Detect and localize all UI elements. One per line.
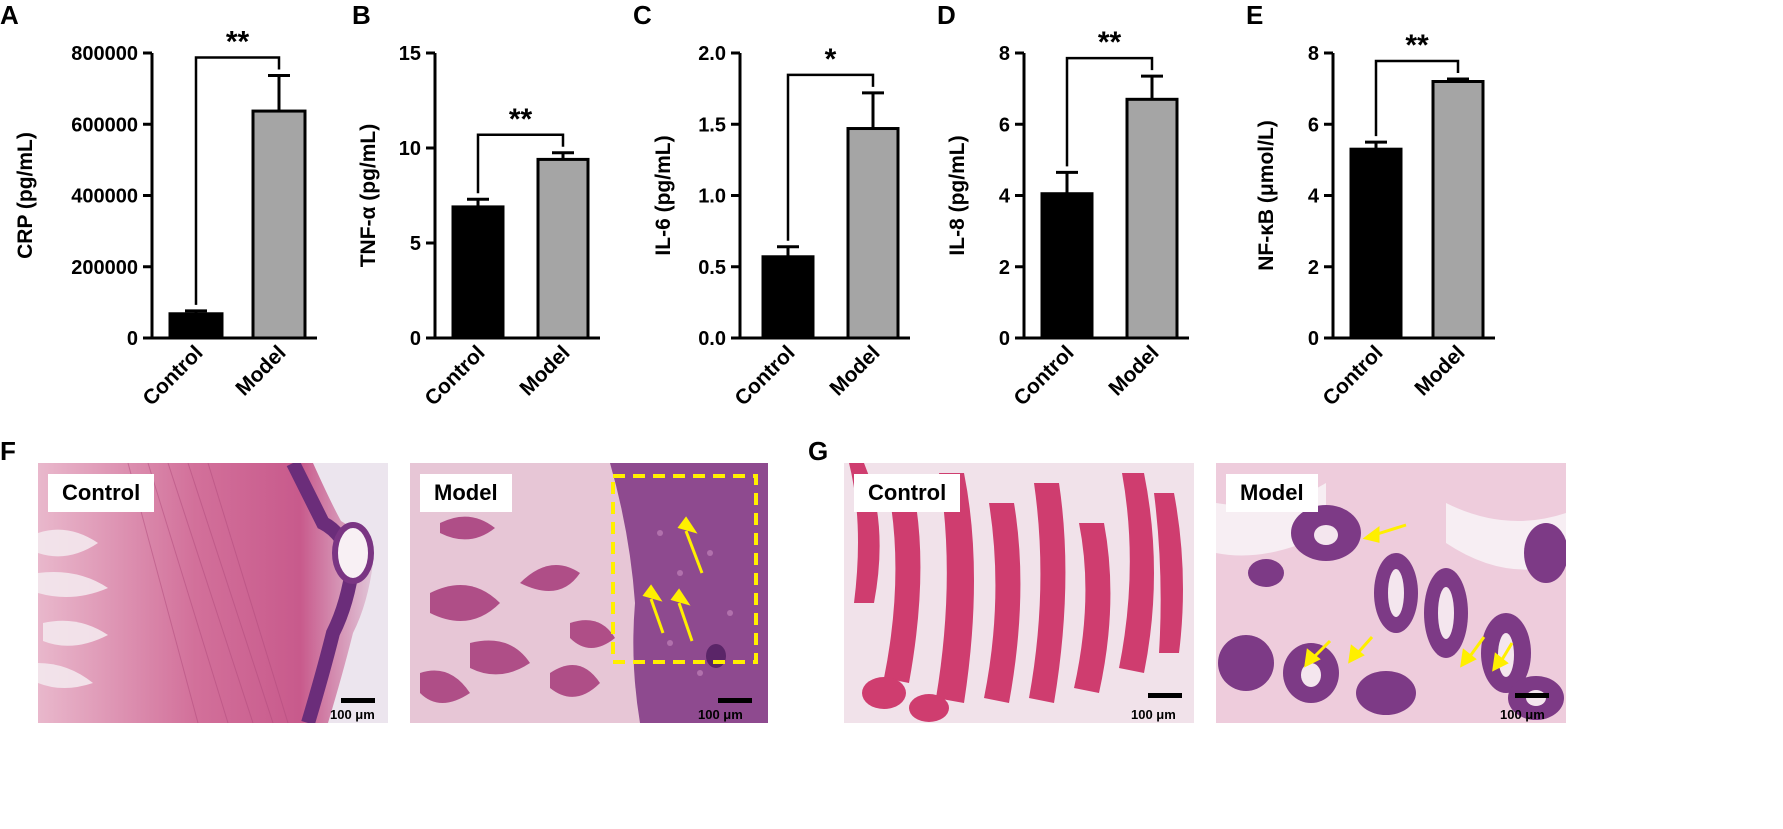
chart-e-y-tick-label: 2 — [1308, 257, 1319, 279]
f-model-scale-text: 100 μm — [698, 707, 743, 722]
chart-c-bar-control — [761, 255, 815, 340]
f-model-label: Model — [420, 474, 512, 512]
chart-b-significance-bracket — [476, 133, 565, 194]
chart-e-bar-control — [1349, 147, 1403, 340]
chart-a-significance-bracket — [194, 56, 281, 305]
chart-d-significance-bracket — [1065, 56, 1154, 167]
chart-a-bar-control — [168, 312, 224, 340]
chart-d-significance-label: ** — [1098, 26, 1122, 59]
chart-a-category-label: Control — [138, 341, 207, 410]
chart-c-significance-bracket — [786, 73, 875, 241]
panel-letter-a: A — [0, 0, 19, 30]
chart-d-y-tick-label: 2 — [999, 257, 1010, 279]
chart-c-bar-model — [846, 127, 900, 340]
chart-c-y-tick-label: 0.5 — [698, 257, 726, 279]
chart-a-y-tick-label: 600000 — [71, 114, 138, 136]
g-model-scale-text: 100 μm — [1500, 707, 1545, 722]
chart-a-category-label: Model — [231, 341, 290, 400]
chart-e-y-axis-label: NF-κB (μmol/L) — [1255, 120, 1278, 271]
chart-b-bar-model — [536, 157, 590, 340]
chart-a-y-tick-label: 400000 — [71, 186, 138, 208]
chart-d-y-tick-label: 4 — [999, 186, 1011, 208]
chart-c-y-tick-label: 1.5 — [698, 114, 726, 136]
panel-letter-f: F — [0, 436, 16, 466]
chart-e-bar-model — [1431, 80, 1485, 340]
chart-a: 0 200000 400000 600000 800000 CRP (pg/mL) Cont… — [14, 25, 317, 410]
chart-c-category-label: Control — [730, 341, 799, 410]
panel-letter-e: E — [1246, 0, 1264, 30]
chart-e-y-tick-label: 8 — [1308, 43, 1319, 65]
panel-letter-b: B — [352, 0, 371, 30]
chart-d-y-tick-label: 8 — [999, 43, 1010, 65]
g-control-label: Control — [854, 474, 961, 512]
f-control-scalebar — [341, 698, 375, 703]
chart-b: 0 5 10 15 TNF-α (pg/mL) Control Model ** — [357, 43, 600, 410]
chart-c-category-label: Model — [825, 341, 884, 400]
chart-a-y-tick-label: 800000 — [71, 43, 138, 65]
f-control-scale-text: 100 μm — [330, 707, 375, 722]
chart-d: 0 2 4 6 8 IL-8 (pg/mL) Control Model ** — [946, 26, 1189, 410]
chart-d-y-axis-label: IL-8 (pg/mL) — [946, 135, 969, 255]
chart-b-y-tick-label: 15 — [399, 43, 421, 65]
chart-b-y-axis-label: TNF-α (pg/mL) — [357, 124, 380, 268]
chart-b-y-tick-label: 0 — [410, 328, 421, 350]
chart-d-category-label: Control — [1009, 341, 1078, 410]
chart-a-bar-model — [251, 109, 307, 340]
chart-c-y-tick-label: 0.0 — [698, 328, 726, 350]
chart-b-y-tick-label: 10 — [399, 138, 421, 160]
chart-d-bar-model — [1125, 97, 1179, 340]
g-control-scalebar — [1148, 693, 1182, 698]
bar-charts: 0 200000 400000 600000 800000 CRP (pg/mL) Cont… — [14, 25, 1495, 410]
chart-e-category-label: Model — [1410, 341, 1469, 400]
panel-letter-g: G — [808, 436, 829, 466]
g-model-label: Model — [1226, 474, 1318, 512]
chart-c-y-tick-label: 2.0 — [698, 43, 726, 65]
chart-e-y-tick-label: 4 — [1308, 186, 1320, 208]
g-model-scalebar — [1515, 693, 1549, 698]
chart-e-category-label: Control — [1318, 341, 1387, 410]
chart-e: 0 2 4 6 8 NF-κB (μmol/L) Control Model ** — [1255, 29, 1495, 410]
g-control-scale-text: 100 μm — [1131, 707, 1176, 722]
chart-d-category-label: Model — [1104, 341, 1163, 400]
chart-e-y-tick-label: 6 — [1308, 114, 1319, 136]
chart-a-significance-label: ** — [226, 25, 250, 58]
chart-c-y-axis-label: IL-6 (pg/mL) — [652, 135, 675, 255]
chart-e-significance-bracket — [1374, 59, 1460, 137]
chart-e-y-tick-label: 0 — [1308, 328, 1319, 350]
chart-b-bar-control — [451, 205, 505, 340]
panel-letter-c: C — [633, 0, 652, 30]
chart-c-y-tick-label: 1.0 — [698, 186, 726, 208]
chart-b-category-label: Control — [420, 341, 489, 410]
chart-a-y-axis-label: CRP (pg/mL) — [14, 132, 37, 259]
chart-c: 0.0 0.5 1.0 1.5 2.0 IL-6 (pg/mL) Control Model * — [652, 43, 910, 410]
chart-b-category-label: Model — [515, 341, 574, 400]
chart-e-significance-label: ** — [1405, 29, 1429, 62]
chart-a-y-tick-label: 200000 — [71, 257, 138, 279]
panel-letter-d: D — [937, 0, 956, 30]
chart-c-significance-label: * — [825, 43, 837, 76]
chart-a-y-tick-label: 0 — [127, 328, 138, 350]
chart-b-y-tick-label: 5 — [410, 233, 421, 255]
micrograph-g-control — [844, 463, 1194, 723]
f-model-scalebar — [718, 698, 752, 703]
chart-b-significance-label: ** — [509, 103, 533, 136]
chart-d-bar-control — [1040, 192, 1094, 340]
chart-d-y-tick-label: 6 — [999, 114, 1010, 136]
f-control-label: Control — [48, 474, 155, 512]
chart-d-y-tick-label: 0 — [999, 328, 1010, 350]
